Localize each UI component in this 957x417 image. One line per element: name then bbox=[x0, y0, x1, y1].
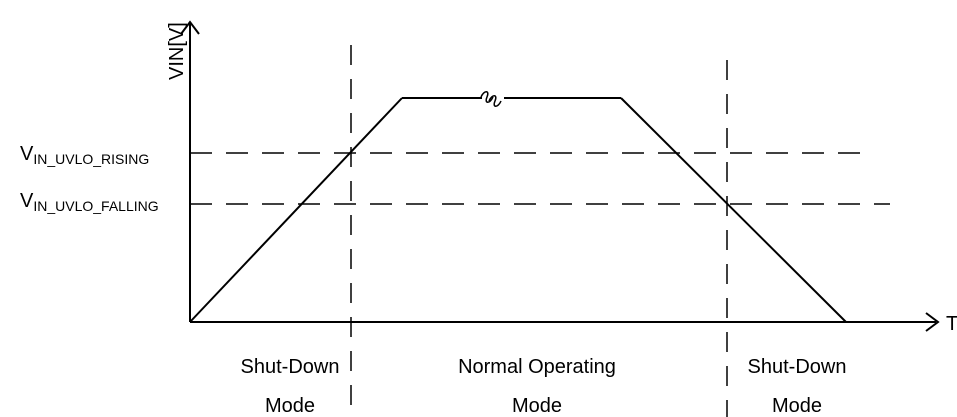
rising-threshold-label: VIN_UVLO_RISING bbox=[20, 143, 149, 167]
mode-shutdown-left-line2: Mode bbox=[265, 395, 315, 417]
falling-threshold-label: VIN_UVLO_FALLING bbox=[20, 190, 159, 214]
squiggle-break-icon bbox=[480, 91, 502, 107]
y-axis-arrow-icon bbox=[180, 20, 200, 35]
vin-waveform bbox=[189, 97, 847, 323]
axes bbox=[180, 20, 940, 332]
mode-boundaries bbox=[350, 45, 728, 417]
mode-normal-line1: Normal Operating bbox=[458, 356, 616, 378]
waveform-fall bbox=[620, 97, 847, 323]
rising-threshold-main: V bbox=[20, 143, 34, 165]
falling-threshold-sub: IN_UVLO_FALLING bbox=[33, 198, 158, 214]
threshold-lines bbox=[190, 152, 890, 205]
x-axis-label: Time bbox=[946, 313, 957, 335]
mode-shutdown-right-line1: Shut-Down bbox=[748, 356, 847, 378]
falling-threshold-main: V bbox=[20, 190, 34, 212]
mode-shutdown-right-line2: Mode bbox=[772, 395, 822, 417]
y-axis-label: VIN[V] bbox=[166, 22, 188, 80]
rising-threshold-sub: IN_UVLO_RISING bbox=[33, 151, 149, 167]
mode-shutdown-left-line1: Shut-Down bbox=[241, 356, 340, 378]
x-axis-arrow-icon bbox=[925, 312, 940, 332]
mode-labels: Shut-Down Mode Normal Operating Mode Shu… bbox=[241, 356, 847, 417]
mode-normal-line2: Mode bbox=[512, 395, 562, 417]
waveform-rise bbox=[189, 97, 403, 323]
